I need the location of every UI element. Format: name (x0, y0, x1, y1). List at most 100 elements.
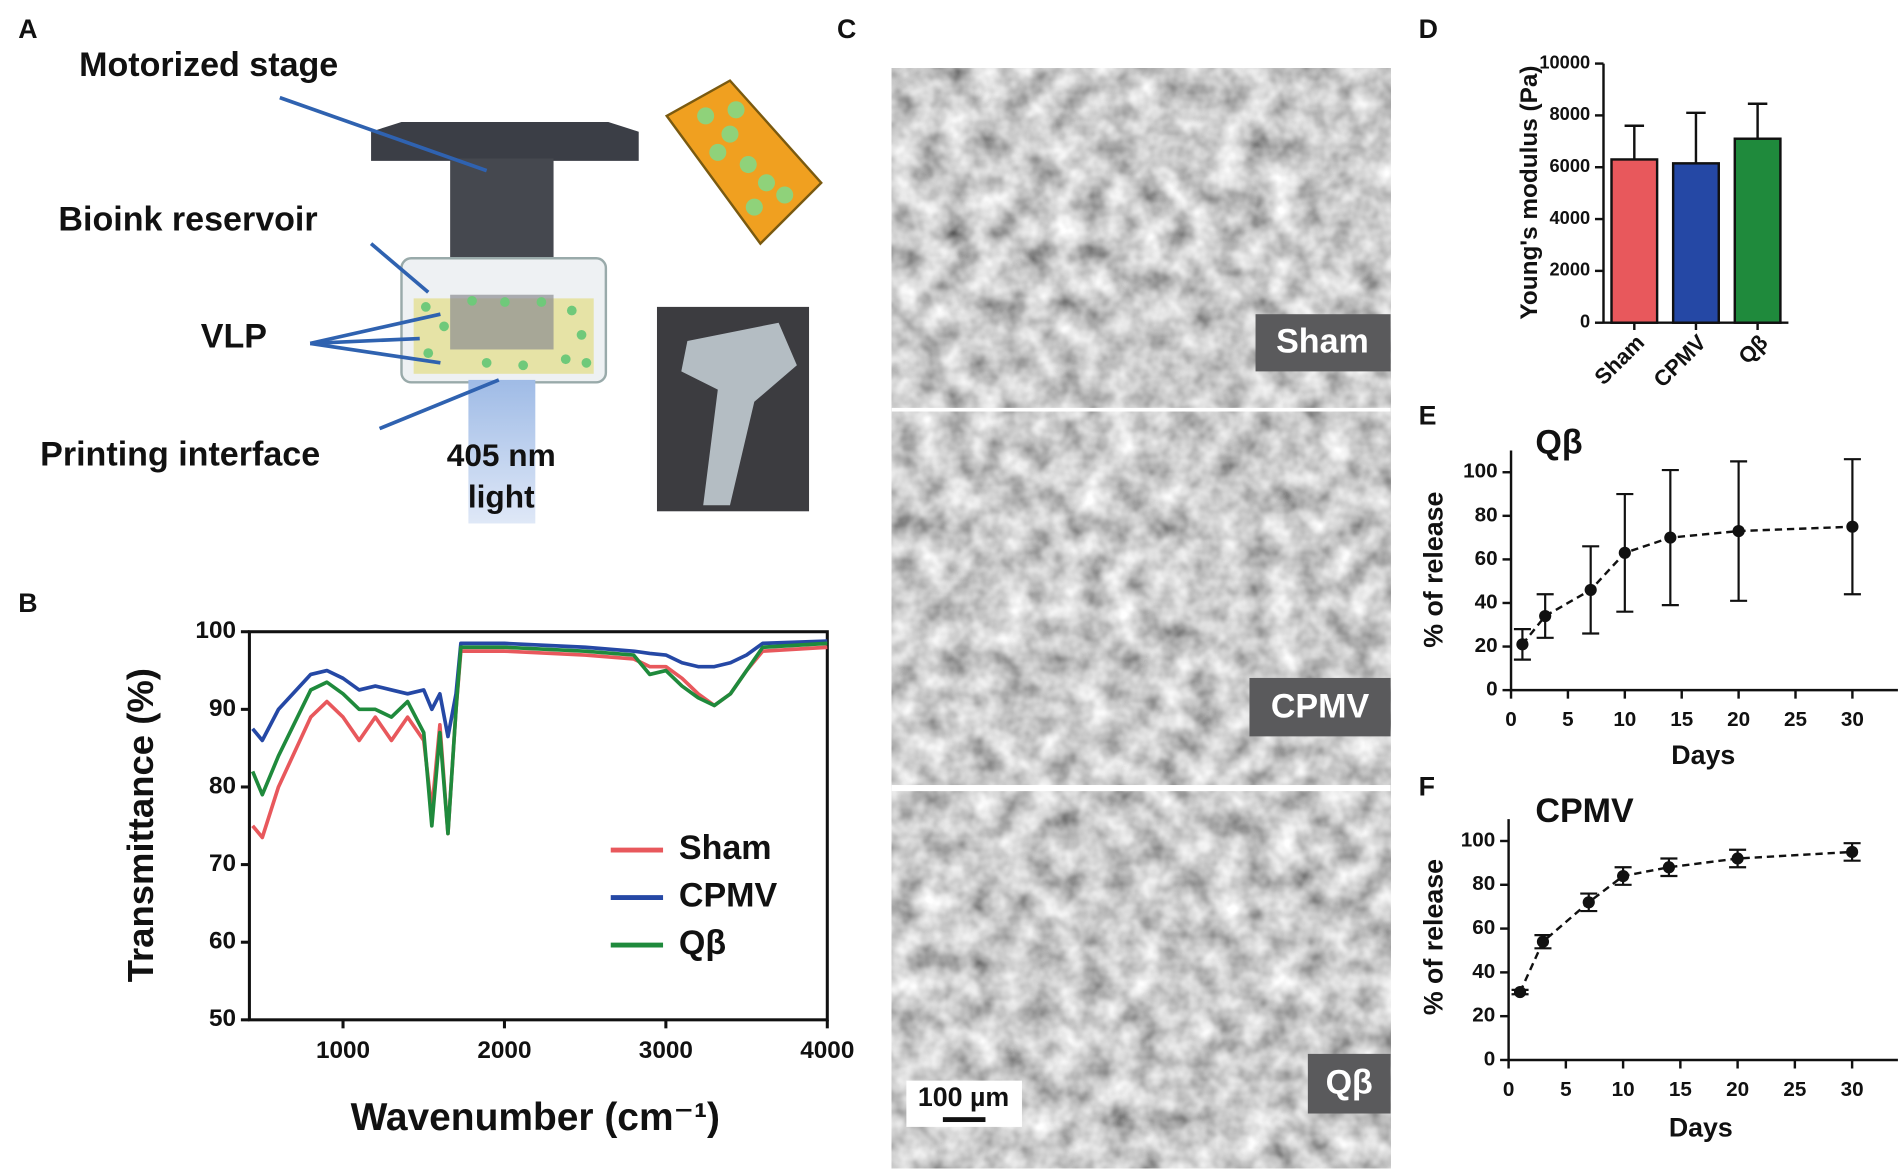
data-point (1536, 935, 1550, 948)
y-tick-label: 0 (1580, 311, 1590, 332)
data-line (251, 639, 828, 743)
x-tick-label: 10 (1612, 1078, 1635, 1101)
x-tick-label: 4000 (800, 1037, 854, 1064)
x-tick-label: 3000 (639, 1037, 693, 1064)
data-line (250, 641, 828, 836)
x-tick-label: 1000 (316, 1037, 370, 1064)
diagram-label: Bioink reservoir (58, 201, 317, 239)
separator (891, 407, 1391, 412)
scale-bar (942, 1117, 986, 1123)
y-tick-label: 100 (195, 617, 236, 644)
diagram-label: Printing interface (40, 436, 320, 474)
y-tick-label: 0 (1486, 678, 1498, 701)
separator (891, 785, 1391, 792)
x-tick-label: 25 (1784, 708, 1807, 731)
bar (1610, 158, 1659, 324)
sem-texture (891, 68, 1391, 1169)
y-tick-label: 60 (1472, 916, 1495, 939)
y-tick-label: 100 (1463, 460, 1498, 483)
data-point (1516, 638, 1529, 651)
data-point (1584, 583, 1597, 596)
label-box (1255, 314, 1391, 372)
y-tick-label: 80 (1472, 872, 1495, 895)
x-tick-label: 30 (1841, 1078, 1864, 1101)
y-tick-label: 50 (209, 1005, 236, 1032)
y-tick-label: 10000 (1539, 51, 1590, 72)
data-point (1539, 609, 1552, 623)
y-tick-label: 40 (1475, 590, 1498, 613)
data-point (1731, 852, 1744, 865)
x-axis-label: Wavenumber (cm⁻¹) (351, 1096, 720, 1139)
bar (1671, 162, 1720, 324)
micrograph-label: Sham (1276, 322, 1369, 360)
light-beam (468, 379, 536, 524)
panel-letter: B (18, 588, 37, 618)
y-tick-label: 4000 (1550, 207, 1591, 228)
data-point (1618, 546, 1631, 559)
printer-diagram: Motorized stage Bioink reservoir VLP Pri… (40, 46, 823, 524)
x-tick-label: 10 (1613, 708, 1636, 731)
data-point (1662, 861, 1675, 874)
data-line (1518, 850, 1853, 993)
y-tick-label: 40 (1472, 960, 1495, 983)
panel-letter: E (1419, 401, 1437, 431)
x-tick-label: 0 (1503, 1078, 1515, 1101)
x-tick-label: 5 (1560, 1078, 1572, 1101)
y-axis-label: Transmittance (%) (120, 668, 161, 982)
x-axis-label: Days (1669, 1112, 1733, 1142)
panel-letter: D (1419, 14, 1438, 44)
y-tick-label: 90 (209, 695, 236, 722)
data-point (1846, 845, 1859, 859)
light-label: 405 nm (447, 437, 556, 473)
x-tick-label: CPMV (1649, 329, 1712, 392)
x-tick-label: Qβ (1733, 330, 1772, 369)
pointer-lines (279, 95, 500, 431)
chart-title: CPMV (1535, 792, 1634, 830)
x-tick-label: 0 (1505, 708, 1517, 731)
y-tick-label: 60 (1475, 547, 1498, 570)
micrograph-label: Qβ (1326, 1063, 1373, 1101)
y-axis-label: % of release (1419, 859, 1449, 1015)
y-tick-label: 80 (1475, 503, 1498, 526)
panel-letter: C (837, 14, 856, 44)
y-tick-label: 100 (1461, 828, 1496, 851)
y-tick-label: 80 (209, 772, 236, 799)
y-tick-label: 8000 (1550, 103, 1591, 124)
data-point (1582, 896, 1595, 909)
y-tick-label: 70 (209, 850, 236, 877)
y-tick-label: 2000 (1550, 259, 1591, 280)
label-box (1307, 1053, 1391, 1114)
x-tick-label: 30 (1841, 708, 1864, 731)
legend-label: Qβ (679, 924, 726, 962)
legend-label: Sham (679, 829, 772, 867)
light-label: light (468, 478, 535, 514)
panel-letter: A (18, 14, 37, 44)
diagram-label: VLP (201, 318, 267, 356)
plot-frame (247, 630, 829, 1022)
x-tick-label: 20 (1726, 1078, 1749, 1101)
micrographs: Sham CPMV Qβ 100 µm (891, 68, 1391, 1169)
panel-letter: F (1419, 772, 1435, 802)
data-point (1617, 869, 1630, 883)
y-tick-label: 20 (1475, 634, 1498, 657)
data-point (1732, 524, 1745, 538)
micrograph-label: CPMV (1271, 687, 1370, 725)
vlp-dots (420, 295, 592, 371)
chart-title: Qβ (1535, 423, 1582, 461)
y-tick-label: 20 (1472, 1004, 1495, 1027)
printed-object (681, 322, 797, 506)
data-point (1846, 520, 1859, 533)
y-axis-label: % of release (1419, 492, 1449, 648)
diagram-label: Motorized stage (79, 46, 338, 84)
x-tick-label: 25 (1783, 1078, 1806, 1101)
bar (1733, 137, 1782, 324)
x-tick-label: 15 (1670, 708, 1693, 731)
x-axis-label: Days (1671, 740, 1735, 770)
data-point (1664, 531, 1677, 544)
data-line (1521, 525, 1853, 646)
y-tick-label: 0 (1484, 1047, 1496, 1070)
data-point (1513, 986, 1527, 999)
x-tick-label: 2000 (477, 1037, 531, 1064)
y-tick-label: 60 (209, 928, 236, 955)
